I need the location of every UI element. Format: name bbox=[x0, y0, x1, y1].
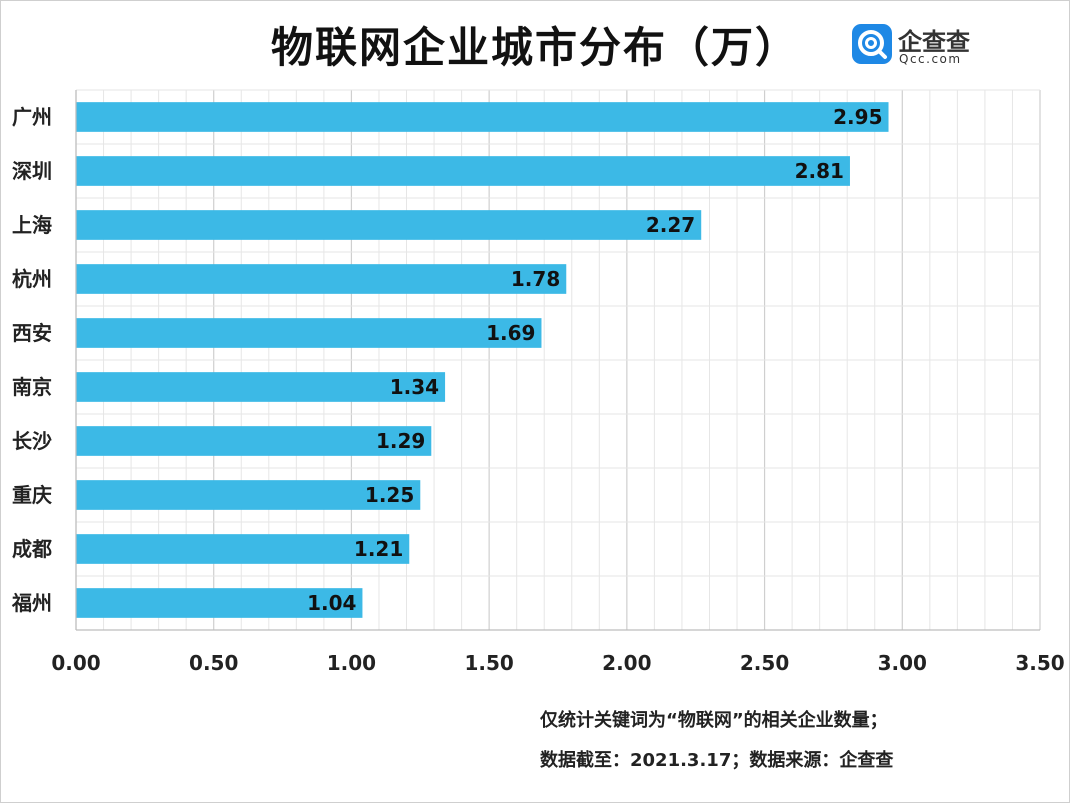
bar bbox=[76, 372, 446, 402]
x-tick-label: 1.50 bbox=[464, 651, 513, 675]
x-tick-label: 3.50 bbox=[1015, 651, 1064, 675]
x-axis: 0.00 0.50 1.00 1.50 2.00 2.50 3.00 3.50 bbox=[51, 90, 1065, 675]
bar-value-label: 2.81 bbox=[795, 159, 844, 183]
logo-domain: Qcc.com bbox=[899, 52, 962, 66]
chart-title: 物联网企业城市分布（万） bbox=[270, 23, 799, 72]
category-label: 成都 bbox=[12, 537, 52, 561]
value-labels: 2.95 2.81 2.27 1.78 1.69 1.34 1.29 1.25 1.21 1.04 bbox=[307, 105, 882, 615]
x-tick-label: 2.00 bbox=[602, 651, 651, 675]
x-tick-label: 0.00 bbox=[51, 651, 100, 675]
category-label: 重庆 bbox=[12, 483, 52, 507]
bar bbox=[76, 210, 702, 240]
bar-value-label: 1.29 bbox=[376, 429, 425, 453]
brand-logo: 企查查 Qcc.com bbox=[852, 22, 982, 68]
bar-value-label: 1.34 bbox=[390, 375, 439, 399]
category-label: 西安 bbox=[12, 321, 52, 345]
x-tick-label: 0.50 bbox=[189, 651, 238, 675]
category-label: 南京 bbox=[12, 375, 52, 399]
bar bbox=[76, 102, 889, 132]
footnote-scope: 仅统计关键词为“物联网”的相关企业数量； bbox=[540, 710, 888, 731]
footnote-source: 数据截至：2021.3.17；数据来源：企查查 bbox=[540, 750, 894, 771]
category-label: 深圳 bbox=[12, 159, 52, 183]
logo-name: 企查查 bbox=[898, 28, 970, 56]
bar-value-label: 1.04 bbox=[307, 591, 356, 615]
bar bbox=[76, 534, 410, 564]
bar-value-label: 1.78 bbox=[511, 267, 560, 291]
category-label: 广州 bbox=[12, 105, 52, 129]
bar bbox=[76, 588, 363, 618]
bar bbox=[76, 480, 421, 510]
bars bbox=[76, 102, 889, 618]
x-tick-label: 2.50 bbox=[740, 651, 789, 675]
category-label: 上海 bbox=[12, 213, 52, 237]
bar bbox=[76, 156, 850, 186]
qcc-logo-icon bbox=[852, 24, 892, 64]
category-label: 福州 bbox=[11, 591, 52, 615]
x-tick-label: 3.00 bbox=[878, 651, 927, 675]
category-label: 长沙 bbox=[12, 429, 52, 453]
bar-value-label: 1.25 bbox=[365, 483, 414, 507]
bar bbox=[76, 426, 432, 456]
bar bbox=[76, 264, 567, 294]
bar-value-label: 1.21 bbox=[354, 537, 403, 561]
x-tick-label: 1.00 bbox=[327, 651, 376, 675]
bar-value-label: 2.27 bbox=[646, 213, 695, 237]
category-label: 杭州 bbox=[12, 267, 52, 291]
bar-value-label: 1.69 bbox=[486, 321, 535, 345]
bar bbox=[76, 318, 542, 348]
bar-value-label: 2.95 bbox=[833, 105, 882, 129]
